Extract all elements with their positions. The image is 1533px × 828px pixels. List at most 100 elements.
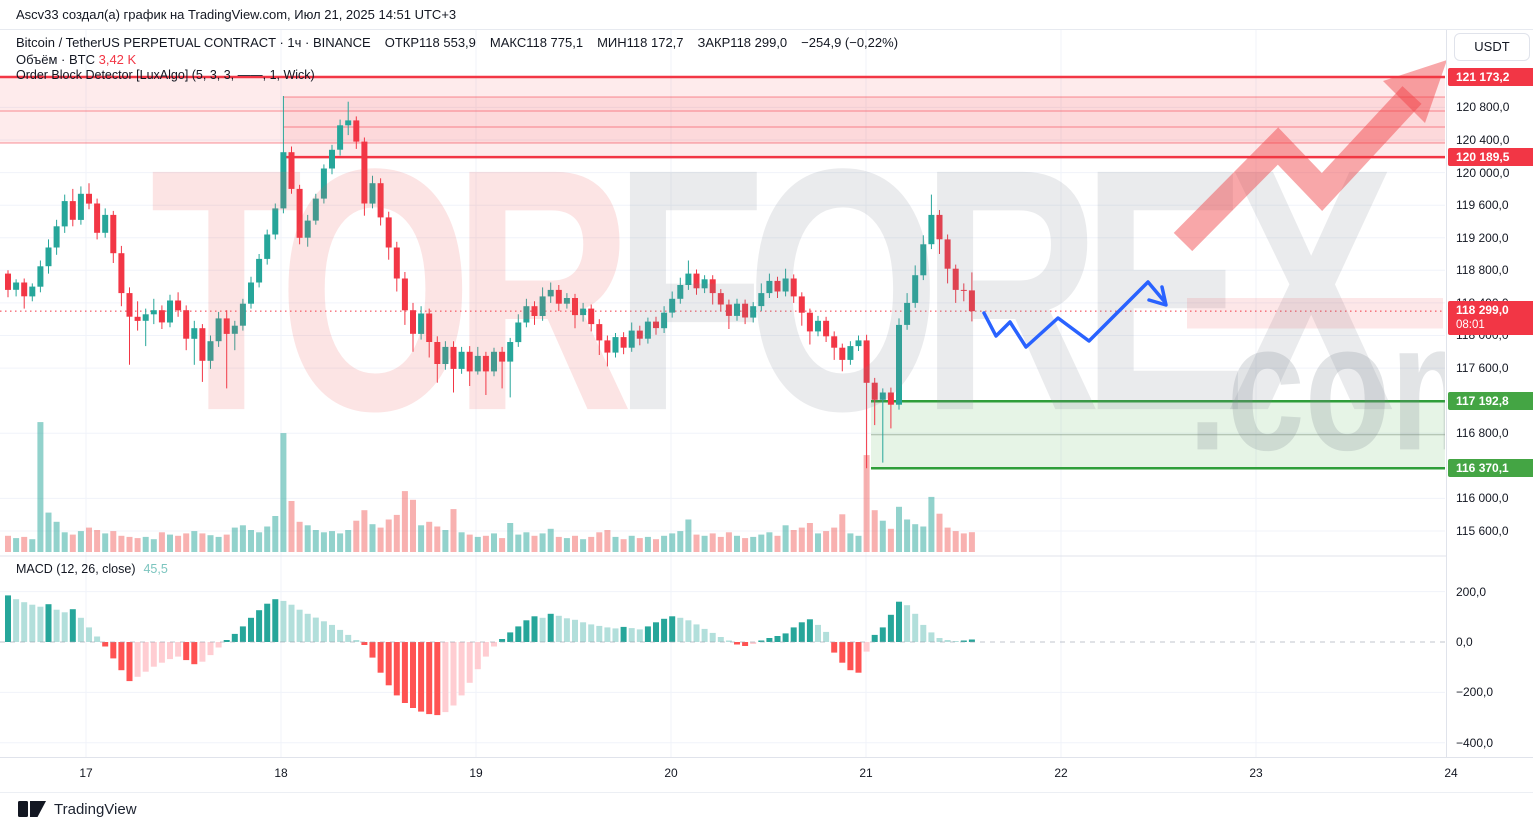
volume-bar bbox=[580, 539, 587, 552]
symbol-title: Bitcoin / TetherUS PERPETUAL CONTRACT · … bbox=[16, 35, 371, 50]
candle-body bbox=[620, 337, 627, 348]
volume-bar bbox=[491, 533, 497, 552]
tradingview-logo[interactable]: TradingView bbox=[18, 801, 137, 818]
macd-hist-bar bbox=[434, 642, 441, 716]
volume-bar bbox=[572, 535, 578, 552]
macd-hist-bar bbox=[110, 642, 117, 659]
symbol-legend-row[interactable]: Bitcoin / TetherUS PERPETUAL CONTRACT · … bbox=[16, 35, 898, 50]
volume-bar bbox=[385, 519, 392, 552]
macd-hist-bar bbox=[385, 642, 392, 686]
current-price-value: 118 299,0 bbox=[1456, 303, 1509, 318]
macd-hist-bar bbox=[904, 605, 911, 642]
volume-bar bbox=[418, 525, 425, 552]
macd-hist-bar bbox=[758, 640, 765, 642]
macd-hist-bar bbox=[871, 634, 878, 642]
candle-body bbox=[831, 336, 838, 348]
macd-hist-bar bbox=[717, 637, 724, 642]
macd-hist-bar bbox=[158, 642, 165, 663]
candle-body bbox=[134, 316, 141, 321]
price-axis[interactable]: USDT 120 800,0 120 400,0 120 000,0 119 600,… bbox=[1446, 29, 1533, 786]
time-axis-label: 21 bbox=[859, 766, 873, 780]
macd-hist-bar bbox=[329, 624, 335, 642]
macd-tick-label: −200,0 bbox=[1456, 685, 1494, 700]
candle-body bbox=[547, 289, 554, 297]
volume-bar bbox=[871, 510, 878, 552]
macd-hist-bar bbox=[45, 604, 52, 642]
candle-body bbox=[86, 193, 92, 204]
volume-bar bbox=[337, 533, 344, 552]
macd-hist-bar bbox=[118, 642, 125, 671]
macd-hist-bar bbox=[620, 626, 627, 642]
volume-bar bbox=[110, 531, 117, 552]
volume-bar bbox=[912, 524, 919, 552]
macd-hist-bar bbox=[507, 632, 514, 642]
macd-hist-bar bbox=[393, 642, 400, 696]
time-axis-label: 23 bbox=[1249, 766, 1263, 780]
candle-body bbox=[118, 253, 125, 294]
macd-hist-bar bbox=[450, 642, 457, 706]
macd-legend-row[interactable]: MACD (12, 26, close) 45,5 bbox=[16, 562, 168, 576]
tradingview-brand-text: TradingView bbox=[54, 801, 137, 818]
volume-bar bbox=[150, 539, 157, 552]
volume-bar bbox=[199, 533, 206, 552]
volume-bar bbox=[758, 534, 765, 552]
candle-body bbox=[231, 325, 238, 334]
candle-body bbox=[847, 346, 854, 360]
volume-bar bbox=[952, 531, 959, 552]
volume-bar bbox=[320, 532, 327, 552]
candle-body bbox=[499, 351, 506, 362]
candle-body bbox=[944, 239, 951, 269]
candle-body bbox=[968, 290, 975, 312]
price-tick-label: 120 800,0 bbox=[1456, 100, 1510, 115]
macd-hist-bar bbox=[612, 628, 619, 642]
candle-body bbox=[29, 286, 36, 297]
candle-body bbox=[580, 308, 587, 316]
candle-body bbox=[653, 321, 659, 329]
volume-bar bbox=[612, 536, 619, 552]
price-tick-label: 116 000,0 bbox=[1456, 491, 1509, 506]
macd-hist-bar bbox=[134, 642, 141, 677]
macd-hist-bar bbox=[29, 604, 36, 642]
macd-hist-bar bbox=[806, 619, 813, 642]
macd-hist-bar bbox=[337, 629, 344, 642]
price-tick-label: 120 400,0 bbox=[1456, 132, 1510, 147]
macd-hist-bar bbox=[199, 642, 206, 662]
time-axis-label: 17 bbox=[79, 766, 93, 780]
volume-bar bbox=[434, 526, 441, 552]
volume-bar bbox=[102, 533, 109, 552]
candle-body bbox=[920, 244, 927, 276]
macd-tick-label: −400,0 bbox=[1456, 735, 1494, 750]
volume-legend-row[interactable]: Объём · BTC 3,42 K bbox=[16, 52, 136, 67]
volume-bar bbox=[750, 536, 757, 552]
macd-hist-bar bbox=[401, 642, 408, 703]
macd-hist-bar bbox=[296, 609, 303, 642]
macd-hist-bar bbox=[669, 616, 676, 642]
candle-body bbox=[304, 220, 311, 238]
candle-body bbox=[523, 306, 530, 323]
time-axis-label: 24 bbox=[1444, 766, 1458, 780]
volume-bar bbox=[191, 531, 198, 552]
volume-bar bbox=[742, 538, 749, 552]
macd-hist-bar bbox=[61, 612, 68, 642]
time-axis[interactable]: 17 18 19 20 21 22 23 24 bbox=[0, 757, 1533, 793]
candle-body bbox=[879, 392, 886, 400]
volume-bar bbox=[288, 501, 295, 552]
macd-hist-bar bbox=[742, 642, 749, 646]
time-axis-label: 18 bbox=[274, 766, 288, 780]
volume-bar bbox=[175, 535, 182, 552]
volume-value: 3,42 K bbox=[98, 52, 137, 67]
candle-body bbox=[53, 226, 60, 248]
candle-body bbox=[839, 347, 846, 360]
macd-hist-bar bbox=[86, 627, 92, 642]
macd-hist-bar bbox=[693, 624, 700, 642]
footer-bar: TradingView bbox=[0, 792, 1533, 828]
candle-body bbox=[410, 310, 416, 334]
currency-toggle-button[interactable]: USDT bbox=[1454, 33, 1530, 61]
indicator-legend-row[interactable]: Order Block Detector [LuxAlgo] (5, 3, 3,… bbox=[16, 68, 315, 82]
macd-hist-bar bbox=[944, 640, 951, 642]
macd-hist-bar bbox=[750, 642, 757, 644]
volume-bar bbox=[61, 532, 68, 552]
macd-hist-bar bbox=[887, 614, 894, 642]
